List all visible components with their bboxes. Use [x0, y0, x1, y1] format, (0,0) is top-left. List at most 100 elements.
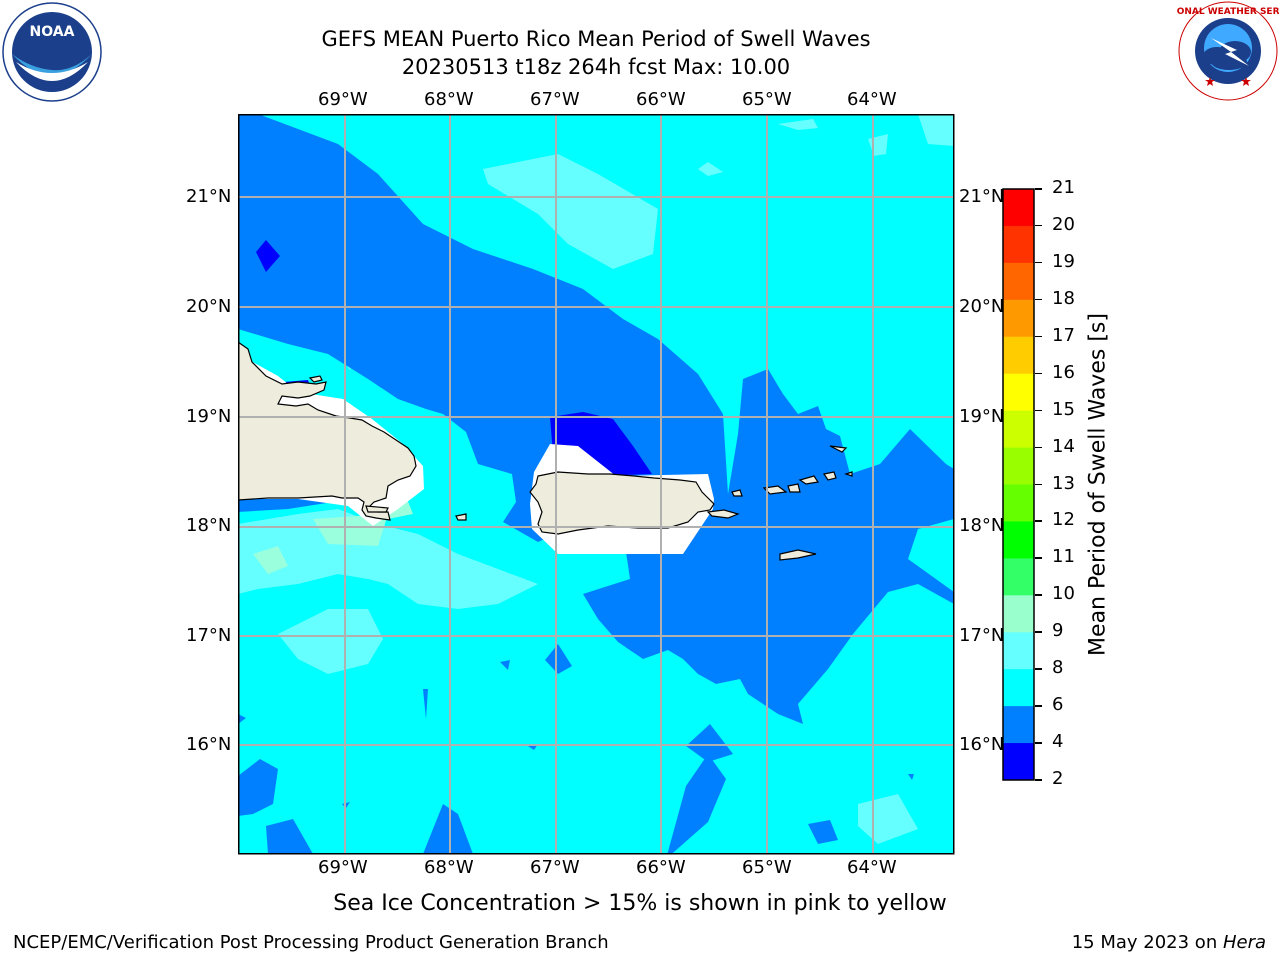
lat-label-right-16n: 16°N: [959, 734, 1005, 755]
lon-label-top-65w: 65°W: [742, 89, 792, 110]
lat-label-left-17n: 17°N: [186, 625, 232, 646]
lon-label-top-67w: 67°W: [530, 89, 580, 110]
lat-label-right-21n: 21°N: [959, 186, 1005, 207]
lon-label-top-69w: 69°W: [318, 89, 368, 110]
hispaniola: [238, 341, 417, 521]
lat-label-left-16n: 16°N: [186, 734, 232, 755]
lon-label-top-66w: 66°W: [636, 89, 686, 110]
colorbar-tick-mark: [1035, 446, 1042, 449]
colorbar: [1002, 188, 1035, 781]
nws-logo-text: NATIONAL WEATHER SERVICE: [1177, 7, 1279, 17]
lon-label-top-68w: 68°W: [424, 89, 474, 110]
lat-label-left-19n: 19°N: [186, 406, 232, 427]
lat-label-left-18n: 18°N: [186, 515, 232, 536]
colorbar-tick-mark: [1035, 224, 1042, 227]
lat-label-right-20n: 20°N: [959, 296, 1005, 317]
colorbar-tick-label: 10: [1052, 583, 1075, 605]
colorbar-segment-0: [1003, 189, 1034, 227]
colorbar-tick-label: 12: [1052, 509, 1075, 531]
colorbar-tick-label: 17: [1052, 324, 1075, 346]
colorbar-segment-2: [1003, 262, 1034, 301]
lat-label-right-19n: 19°N: [959, 406, 1005, 427]
colorbar-tick-label: 21: [1052, 177, 1075, 198]
footer-branch: NCEP/EMC/Verification Post Processing Pr…: [13, 932, 609, 953]
colorbar-segment-11: [1003, 595, 1034, 633]
colorbar-segment-8: [1003, 484, 1034, 522]
colorbar-tick-mark: [1035, 188, 1042, 190]
lat-label-left-20n: 20°N: [186, 296, 232, 317]
colorbar-segment-14: [1003, 706, 1034, 744]
colorbar-segment-7: [1003, 447, 1034, 485]
lat-label-left-21n: 21°N: [186, 186, 232, 207]
footer-date-text: 15 May 2023 on: [1071, 932, 1223, 953]
sea-ice-caption: Sea Ice Concentration > 15% is shown in …: [333, 891, 947, 916]
colorbar-tick-mark: [1035, 298, 1042, 301]
colorbar-tick-mark: [1035, 261, 1042, 264]
colorbar-segment-12: [1003, 632, 1034, 670]
lon-label-bottom-66w: 66°W: [636, 857, 686, 878]
culebra: [731, 489, 743, 497]
colorbar-tick-mark: [1035, 372, 1042, 375]
colorbar-tick-mark: [1035, 705, 1042, 707]
colorbar-segment-15: [1003, 743, 1034, 781]
colorbar-segment-5: [1003, 373, 1034, 412]
colorbar-tick-label: 15: [1052, 398, 1075, 420]
colorbar-tick-label: 6: [1052, 694, 1064, 716]
title-line-2: 20230513 t18z 264h fcst Max: 10.00: [401, 55, 791, 79]
noaa-logo-text: NOAA: [30, 24, 75, 40]
colorbar-segment-9: [1003, 521, 1034, 559]
vieques: [706, 509, 740, 519]
nws-logo: NATIONAL WEATHER SERVICE: [1177, 1, 1279, 101]
colorbar-tick-mark: [1035, 779, 1042, 781]
small-cay-east: [844, 471, 853, 477]
map-frame: [238, 114, 955, 855]
colorbar-tick-mark: [1035, 335, 1042, 338]
st-john: [787, 483, 801, 493]
lon-label-top-64w: 64°W: [847, 89, 897, 110]
colorbar-tick-mark: [1035, 557, 1042, 559]
colorbar-tick-mark: [1035, 631, 1042, 633]
lon-label-bottom-68w: 68°W: [424, 857, 474, 878]
mona-island: [455, 513, 467, 521]
footer-date: 15 May 2023 on Hera: [1072, 932, 1266, 953]
colorbar-segment-6: [1003, 410, 1034, 449]
colorbar-segment-3: [1003, 299, 1034, 338]
colorbar-tick-label: 11: [1052, 546, 1075, 568]
footer-machine: Hera: [1222, 932, 1266, 953]
anegada: [829, 445, 848, 453]
virgin-gorda: [823, 471, 837, 481]
lon-label-bottom-65w: 65°W: [742, 857, 792, 878]
colorbar-tick-mark: [1035, 594, 1042, 596]
noaa-logo: NOAA: [2, 2, 102, 102]
colorbar-tick-label: 9: [1052, 620, 1064, 642]
colorbar-segment-1: [1003, 225, 1034, 264]
st-croix: [779, 549, 817, 561]
small-cay-north: [308, 375, 323, 383]
colorbar-tick-label: 18: [1052, 287, 1075, 309]
puerto-rico: [529, 471, 715, 535]
lat-label-right-17n: 17°N: [959, 625, 1005, 646]
colorbar-tick-mark: [1035, 742, 1042, 744]
colorbar-tick-label: 8: [1052, 657, 1064, 679]
tortola: [798, 475, 820, 485]
lat-label-right-18n: 18°N: [959, 515, 1005, 536]
colorbar-tick-label: 20: [1052, 213, 1075, 235]
colorbar-tick-label: 2: [1052, 768, 1064, 789]
colorbar-tick-label: 16: [1052, 361, 1075, 383]
landmasses: [238, 341, 853, 561]
lon-label-bottom-67w: 67°W: [530, 857, 580, 878]
colorbar-segment-10: [1003, 558, 1034, 596]
colorbar-label: Mean Period of Swell Waves [s]: [1085, 313, 1111, 656]
title-line-1: GEFS MEAN Puerto Rico Mean Period of Swe…: [321, 27, 871, 51]
colorbar-tick-mark: [1035, 409, 1042, 412]
colorbar-tick-label: 4: [1052, 731, 1064, 753]
saona-island: [365, 505, 389, 513]
colorbar-tick-mark: [1035, 520, 1042, 522]
colorbar-segment-13: [1003, 669, 1034, 707]
colorbar-segment-4: [1003, 336, 1034, 375]
colorbar-tick-mark: [1035, 668, 1042, 670]
map-gridlines: [238, 114, 954, 854]
lon-label-bottom-69w: 69°W: [318, 857, 368, 878]
colorbar-tick-label: 13: [1052, 472, 1075, 494]
swell-period-map: [238, 114, 955, 855]
